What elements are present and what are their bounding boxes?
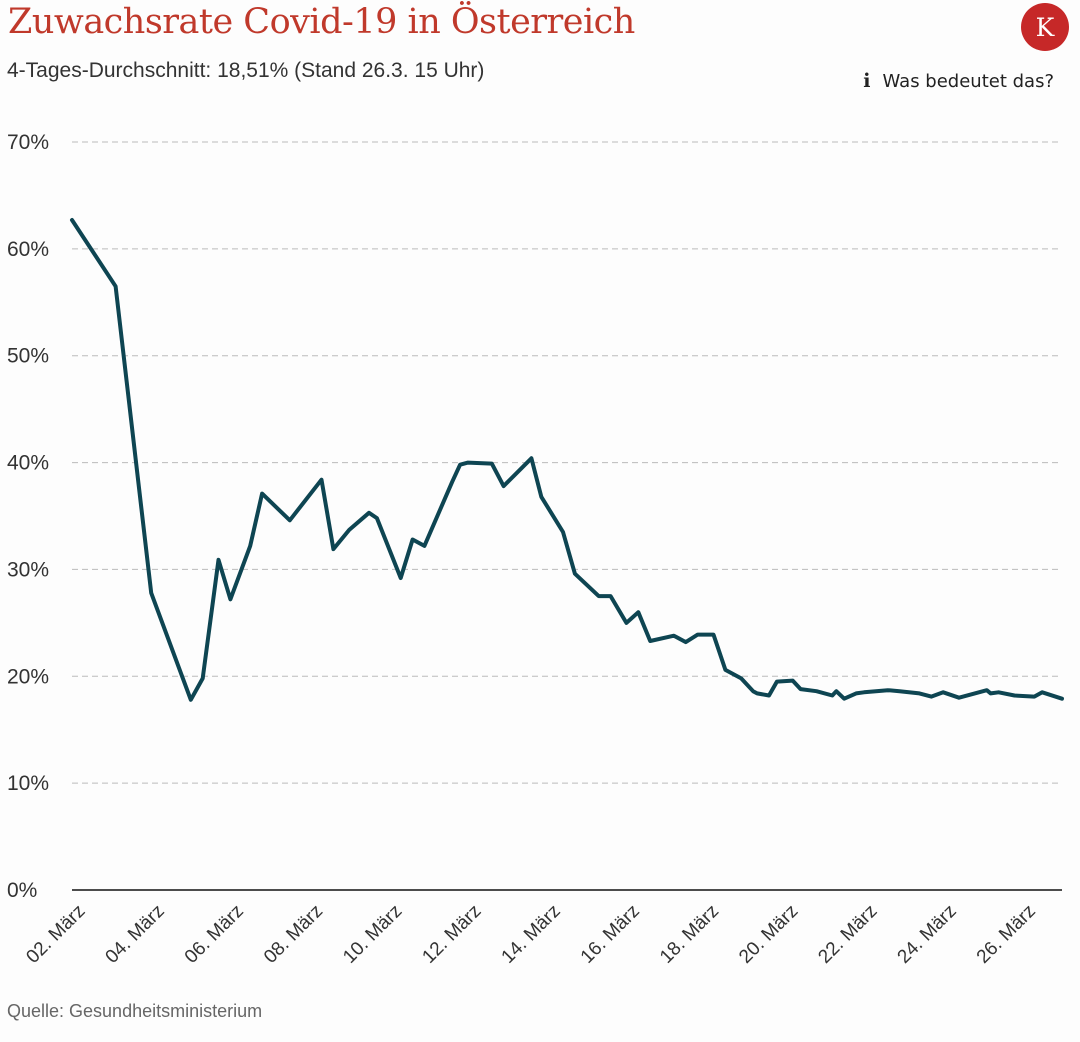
x-tick-label: 04. März (102, 901, 169, 968)
x-tick-label: 22. März (814, 901, 881, 968)
info-icon: i (863, 70, 871, 92)
source-note: Quelle: Gesundheitsministerium (7, 1001, 263, 1021)
y-tick-label: 40% (7, 452, 49, 475)
y-tick-label: 30% (7, 558, 49, 581)
logo-letter: K (1035, 12, 1055, 42)
chart-title: Zuwachsrate Covid-19 in Österreich (8, 2, 635, 42)
x-tick-label: 02. März (22, 901, 89, 968)
x-tick-label: 26. März (973, 901, 1040, 968)
info-link[interactable]: i Was bedeutet das? (863, 70, 1054, 92)
x-tick-label: 10. März (339, 901, 406, 968)
x-tick-label: 08. März (260, 901, 327, 968)
y-tick-label: 70% (7, 131, 49, 154)
y-tick-label: 10% (7, 772, 49, 795)
x-tick-label: 06. März (181, 901, 248, 968)
x-tick-label: 12. März (418, 901, 485, 968)
y-tick-label: 60% (7, 238, 49, 261)
x-tick-label: 20. März (735, 901, 802, 968)
chart-subtitle: 4-Tages-Durchschnitt: 18,51% (Stand 26.3… (7, 59, 485, 82)
info-link-label: Was bedeutet das? (882, 70, 1054, 92)
y-tick-label: 0% (7, 879, 37, 902)
x-tick-label: 18. März (656, 901, 723, 968)
y-tick-label: 50% (7, 345, 49, 368)
x-tick-label: 14. März (498, 901, 565, 968)
x-tick-label: 16. März (577, 901, 644, 968)
kurier-logo[interactable]: K (1021, 3, 1069, 51)
x-tick-label: 24. März (894, 901, 961, 968)
y-tick-label: 20% (7, 665, 49, 688)
series-line (70, 218, 1064, 702)
